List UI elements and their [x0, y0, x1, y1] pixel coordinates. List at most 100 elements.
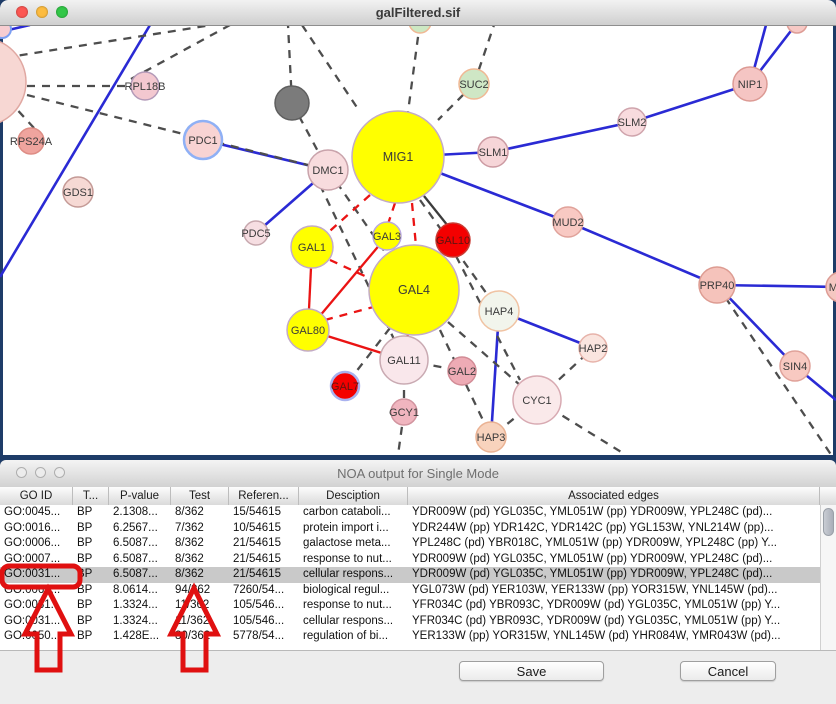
table-header: GO IDT...P-valueTestReferen...Desciption…: [0, 487, 836, 506]
table-row[interactable]: GO:0006...BP6.5087...8/36221/54615galact…: [0, 536, 820, 552]
network-node-dmc1[interactable]: DMC1: [308, 150, 348, 190]
cell-desciption: protein import i...: [299, 521, 408, 537]
column-header-desciption[interactable]: Desciption: [299, 487, 408, 505]
network-node-rps24a[interactable]: RPS24A: [10, 128, 53, 154]
network-node-cyc1[interactable]: CYC1: [513, 376, 561, 424]
network-node-mud2[interactable]: MUD2: [552, 207, 583, 237]
cell-test: 8/362: [171, 505, 229, 521]
cell-associated-edges: YGL073W (pd) YER103W, YER133W (pp) YOR31…: [408, 583, 820, 599]
table-row[interactable]: GO:0031...BP1.3324...11/362105/546...cel…: [0, 614, 820, 630]
cell-go-id: GO:0006...: [0, 536, 73, 552]
node-label: GAL7: [331, 381, 359, 393]
zoom-button-inactive[interactable]: [54, 467, 65, 478]
cell-desciption: cellular respons...: [299, 567, 408, 583]
network-node-mig1[interactable]: MIG1: [352, 111, 444, 203]
network-node[interactable]: [0, 38, 26, 126]
network-node-rpl18b[interactable]: RPL18B: [125, 72, 166, 100]
network-node-sin4[interactable]: SIN4: [780, 351, 810, 381]
cell-associated-edges: YDR009W (pd) YGL035C, YML051W (pp) YDR00…: [408, 567, 820, 583]
cell-associated-edges: YFR034C (pd) YBR093C, YDR009W (pd) YGL03…: [408, 614, 820, 630]
network-node-prp40[interactable]: PRP40: [699, 267, 735, 303]
network-node-hap4[interactable]: HAP4: [479, 291, 519, 331]
network-node-pdc1[interactable]: PDC1: [184, 121, 222, 159]
network-node-suc2[interactable]: SUC2: [459, 69, 489, 99]
column-header-test[interactable]: Test: [171, 487, 229, 505]
column-header-referen-[interactable]: Referen...: [229, 487, 299, 505]
network-node-gal4[interactable]: GAL4: [369, 245, 459, 335]
network-edge-dash: [717, 285, 836, 455]
network-node-gcy1[interactable]: GCY1: [389, 399, 419, 425]
node-label: PDC1: [188, 135, 217, 147]
cell-t-: BP: [73, 552, 109, 568]
cell-associated-edges: YDR244W (pp) YDR142C, YDR142C (pp) YGL15…: [408, 521, 820, 537]
network-node-slm1[interactable]: SLM1: [478, 137, 508, 167]
cell-test: 94/362: [171, 583, 229, 599]
network-node-gal3[interactable]: GAL3: [373, 222, 401, 250]
save-button[interactable]: Save: [459, 661, 604, 681]
cell-p-value: 1.428E...: [109, 629, 171, 645]
cell-t-: BP: [73, 521, 109, 537]
noa-output-window: NOA output for Single Mode GO IDT...P-va…: [0, 460, 836, 704]
network-edge-reddash: [412, 203, 416, 246]
node-circle[interactable]: [275, 86, 309, 120]
table-row[interactable]: GO:0045...BP2.1308...8/36215/54615carbon…: [0, 505, 820, 521]
network-node-gal2[interactable]: GAL2: [448, 357, 476, 385]
minimize-button-inactive[interactable]: [35, 467, 46, 478]
cell-test: 7/362: [171, 521, 229, 537]
cell-p-value: 1.3324...: [109, 614, 171, 630]
node-label: SLM2: [618, 117, 647, 129]
cell-p-value: 1.3324...: [109, 598, 171, 614]
table-row[interactable]: GO:0031...BP6.5087...8/36221/54615cellul…: [0, 567, 820, 583]
column-header-p-value[interactable]: P-value: [109, 487, 171, 505]
network-titlebar[interactable]: galFiltered.sif: [0, 0, 836, 26]
zoom-button[interactable]: [56, 6, 68, 18]
close-button-inactive[interactable]: [16, 467, 27, 478]
table-row[interactable]: GO:0016...BP6.2567...7/36210/54615protei…: [0, 521, 820, 537]
node-circle[interactable]: [0, 38, 26, 126]
table-row[interactable]: GO:0065...BP8.0614...94/3627260/54...bio…: [0, 583, 820, 599]
cell-desciption: galactose meta...: [299, 536, 408, 552]
node-label: GAL4: [398, 283, 430, 297]
network-node-gal11[interactable]: GAL11: [380, 336, 428, 384]
cell-t-: BP: [73, 629, 109, 645]
cell-p-value: 8.0614...: [109, 583, 171, 599]
table-row[interactable]: GO:0007...BP6.5087...8/36221/54615respon…: [0, 552, 820, 568]
cell-referen-: 21/54615: [229, 567, 299, 583]
output-titlebar[interactable]: NOA output for Single Mode: [0, 460, 836, 488]
cell-test: 8/362: [171, 567, 229, 583]
network-node-gal10[interactable]: GAL10: [436, 223, 470, 257]
network-edge-dark: [424, 196, 448, 226]
cancel-button[interactable]: Cancel: [680, 661, 776, 681]
network-node-gal1[interactable]: GAL1: [291, 226, 333, 268]
node-label: GAL80: [291, 325, 325, 337]
column-header-go-id[interactable]: GO ID: [0, 487, 73, 505]
minimize-button[interactable]: [36, 6, 48, 18]
column-header-t-[interactable]: T...: [73, 487, 109, 505]
scrollbar-thumb[interactable]: [823, 508, 834, 536]
close-button[interactable]: [16, 6, 28, 18]
node-label: PRP40: [700, 280, 735, 292]
network-edge-reddash: [388, 203, 395, 224]
network-node-gal7[interactable]: GAL7: [331, 372, 359, 400]
table-row[interactable]: GO:0031...BP1.3324...11/362105/546...res…: [0, 598, 820, 614]
cell-desciption: biological regul...: [299, 583, 408, 599]
network-node-gds1[interactable]: GDS1: [63, 177, 93, 207]
cell-p-value: 6.2567...: [109, 521, 171, 537]
node-label: SUC2: [459, 79, 488, 91]
column-header-associated-edges[interactable]: Associated edges: [408, 487, 820, 505]
network-node-hap3[interactable]: HAP3: [476, 422, 506, 452]
network-node-msn[interactable]: MSN: [826, 272, 836, 302]
network-node-slm2[interactable]: SLM2: [618, 108, 647, 136]
network-node[interactable]: [275, 86, 309, 120]
network-node-gal80[interactable]: GAL80: [287, 309, 329, 351]
button-bar: Save Cancel: [0, 650, 836, 704]
table-row[interactable]: GO:0050...BP1.428E...80/3625778/54...reg…: [0, 629, 820, 645]
cell-referen-: 21/54615: [229, 536, 299, 552]
network-node-hap2[interactable]: HAP2: [579, 334, 608, 362]
cell-t-: BP: [73, 598, 109, 614]
network-edge-pp: [493, 122, 632, 152]
network-node-nip1[interactable]: NIP1: [733, 67, 767, 101]
vertical-scrollbar[interactable]: [820, 505, 836, 650]
cell-desciption: regulation of bi...: [299, 629, 408, 645]
network-edge-dash: [0, 25, 212, 60]
